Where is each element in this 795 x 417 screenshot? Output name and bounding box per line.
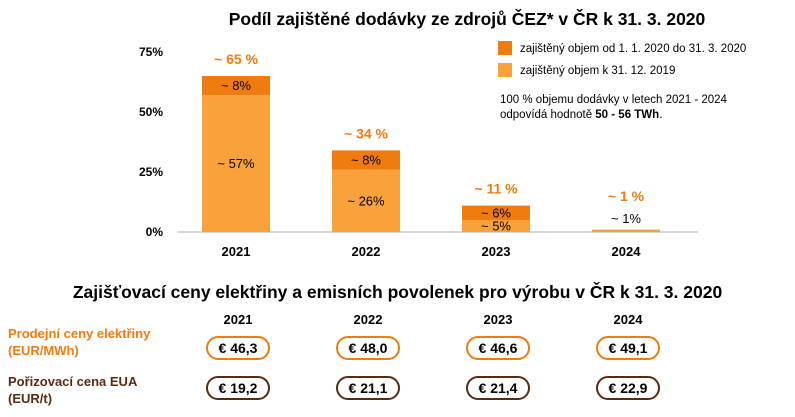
bar-segment: [202, 76, 270, 96]
eua-price-2022: € 21,1: [336, 376, 400, 400]
bar-segment: [332, 150, 400, 170]
x-tick-label: 2021: [222, 244, 251, 259]
segment-value-label: ~ 5%: [481, 219, 511, 234]
eua-price-2024: € 22,9: [596, 376, 660, 400]
y-tick-label: 50%: [139, 105, 163, 119]
legend-swatch-q1-2020: [498, 41, 512, 55]
row-label-eua-line1: Pořizovací cena EUA: [8, 374, 138, 389]
table-year-2022: 2022: [353, 312, 383, 327]
row-label-electricity-line2: (EUR/MWh): [8, 343, 79, 358]
x-axis-categories: 2021 2022 2023 2024: [222, 244, 642, 259]
table-year-2023: 2023: [483, 312, 513, 327]
electricity-price-2021: € 46,3: [206, 336, 270, 360]
x-tick-label: 2023: [482, 244, 511, 259]
bar-segment: [332, 169, 400, 232]
table-title: Zajišťovací ceny elektřiny a emisních po…: [72, 282, 723, 302]
row-label-eua: Pořizovací cena EUA (EUR/t): [8, 373, 137, 407]
bar-total-label: ~ 11 %: [474, 181, 518, 197]
bar-segment: [202, 95, 270, 232]
segment-value-label: ~ 8%: [221, 78, 251, 93]
legend-label-2019: zajištěný objem k 31. 12. 2019: [520, 65, 675, 77]
bar-segment: [462, 205, 530, 220]
segment-value-label: ~ 8%: [351, 153, 381, 168]
eua-price-2023: € 21,4: [466, 376, 530, 400]
y-tick-label: 25%: [139, 165, 163, 179]
row-label-electricity-line1: Prodejní ceny elektřiny: [8, 326, 151, 341]
table-year-2021: 2021: [223, 312, 253, 327]
bar-segment: [592, 229, 660, 232]
bars: ~ 57% ~ 8% ~ 65 % ~ 26% ~ 8% ~ 34 % ~ 5%~ 6% ~ …: [202, 51, 660, 234]
bar-total-label: ~ 34 %: [344, 125, 389, 141]
electricity-price-2024: € 49,1: [596, 336, 660, 360]
chart-title: Podíl zajištěné dodávky ze zdrojů ČEZ* v…: [229, 8, 706, 29]
segment-value-label: ~ 1%: [611, 211, 641, 226]
segment-value-label: ~ 26%: [347, 193, 385, 208]
row-label-electricity: Prodejní ceny elektřiny (EUR/MWh): [8, 325, 150, 359]
segment-value-label: ~ 6%: [481, 205, 511, 220]
x-tick-label: 2024: [612, 244, 642, 259]
note-line-1: 100 % objemu dodávky v letech 2021 - 202…: [500, 94, 728, 106]
legend-swatch-2019: [498, 63, 512, 77]
legend: zajištěný objem od 1. 1. 2020 do 31. 3. …: [498, 41, 746, 77]
electricity-price-2022: € 48,0: [336, 336, 400, 360]
table-year-2024: 2024: [613, 312, 643, 327]
y-tick-label: 0%: [146, 225, 164, 239]
legend-label-q1-2020: zajištěný objem od 1. 1. 2020 do 31. 3. …: [520, 43, 746, 55]
stacked-bar-chart: Podíl zajištěné dodávky ze zdrojů ČEZ* v…: [139, 8, 746, 259]
y-axis: 0% 25% 50% 75%: [139, 45, 163, 239]
bar-total-label: ~ 1 %: [608, 188, 645, 204]
x-tick-label: 2022: [352, 244, 381, 259]
row-label-eua-line2: (EUR/t): [8, 391, 53, 406]
y-tick-label: 75%: [139, 45, 163, 59]
segment-value-label: ~ 57%: [217, 156, 255, 171]
note-line-2: odpovídá hodnotě 50 - 56 TWh.: [500, 109, 662, 121]
bar-total-label: ~ 65 %: [214, 51, 259, 67]
eua-price-2021: € 19,2: [206, 376, 270, 400]
bar-segment: [462, 220, 530, 232]
electricity-price-2023: € 46,6: [466, 336, 530, 360]
